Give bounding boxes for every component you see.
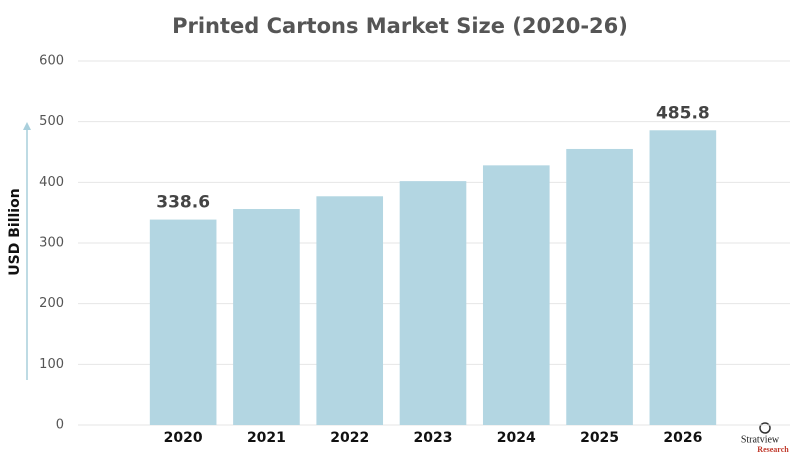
x-tick-label: 2021 <box>247 430 286 446</box>
bar <box>149 219 217 425</box>
bar <box>316 196 384 425</box>
chart-title: Printed Cartons Market Size (2020-26) <box>172 14 628 38</box>
x-tick-label: 2020 <box>164 430 203 446</box>
y-tick-label: 300 <box>39 236 64 251</box>
y-tick-label: 600 <box>39 54 64 69</box>
data-label: 338.6 <box>156 193 210 213</box>
x-tick-label: 2026 <box>663 430 702 446</box>
y-tick-label: 0 <box>56 418 64 433</box>
logo: Stratview Research <box>741 422 789 454</box>
logo-name: Stratview <box>741 434 780 445</box>
x-tick-label: 2022 <box>330 430 369 446</box>
x-tick-label: 2024 <box>497 430 536 446</box>
logo-sub: Research <box>757 445 789 454</box>
bar <box>649 130 717 426</box>
bar <box>566 148 633 425</box>
y-tick-label: 100 <box>39 357 64 372</box>
bar <box>399 181 467 425</box>
data-label: 485.8 <box>656 103 710 123</box>
y-tick-label: 500 <box>39 114 64 129</box>
y-tick-label: 200 <box>39 296 64 311</box>
x-tick-label: 2025 <box>580 430 619 446</box>
y-axis-label: USD Billion <box>7 188 23 275</box>
logo-icon <box>759 422 771 434</box>
bar <box>233 209 300 425</box>
axis-arrow-head <box>23 122 31 130</box>
bar <box>482 165 550 425</box>
x-tick-label: 2023 <box>414 430 453 446</box>
y-tick-label: 400 <box>39 175 64 190</box>
